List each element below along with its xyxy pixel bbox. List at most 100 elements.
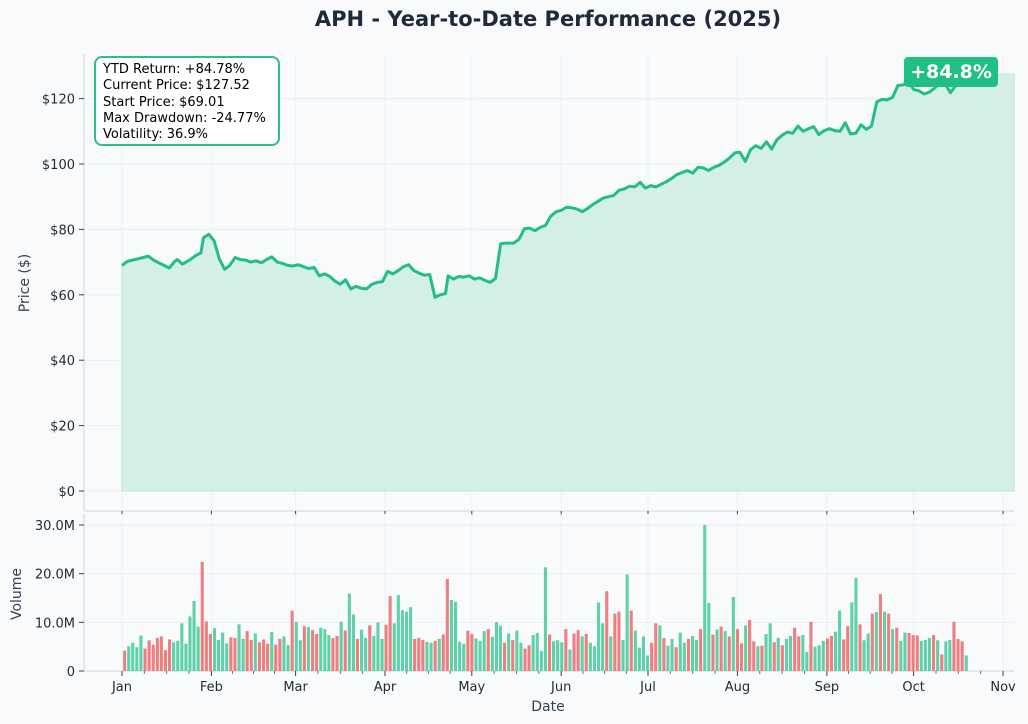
volume-bar xyxy=(829,636,833,671)
volume-bar xyxy=(731,597,735,671)
volume-bar xyxy=(245,631,249,671)
volume-bar xyxy=(662,637,666,671)
volume-bar xyxy=(641,636,645,671)
volume-y-tick-label: 10.0M xyxy=(35,616,75,631)
volume-bar xyxy=(127,646,131,671)
volume-bar xyxy=(707,602,711,671)
x-tick-label: Jun xyxy=(550,680,571,695)
volume-bar xyxy=(466,630,470,671)
volume-bar xyxy=(727,636,731,671)
volume-bar xyxy=(498,625,502,671)
volume-bar xyxy=(355,638,359,671)
volume-bar xyxy=(944,641,948,671)
stat-max-drawdown: Max Drawdown: -24.77% xyxy=(103,110,266,126)
volume-bar xyxy=(715,629,719,671)
volume-bar xyxy=(911,635,915,671)
volume-bar xyxy=(180,623,184,671)
volume-bar xyxy=(838,610,842,671)
volume-bar xyxy=(952,621,956,671)
x-tick-label: May xyxy=(458,680,485,695)
volume-bar xyxy=(568,649,572,671)
volume-bar xyxy=(519,642,523,671)
volume-bar xyxy=(311,630,315,671)
volume-bar xyxy=(515,630,519,671)
volume-bar xyxy=(821,640,825,671)
price-y-tick-label: $100 xyxy=(42,158,75,173)
volume-bar xyxy=(735,629,739,671)
price-y-tick-label: $0 xyxy=(58,485,75,500)
volume-y-tick-label: 0 xyxy=(67,665,75,680)
price-panel: $0 $20 $40 $60 $80 $100 $120 Price ($) xyxy=(17,54,1015,516)
volume-bar xyxy=(531,635,535,671)
volume-bar xyxy=(588,642,592,671)
volume-bar xyxy=(874,612,878,671)
volume-bar xyxy=(805,652,809,671)
volume-bar xyxy=(793,627,797,671)
volume-bar xyxy=(217,639,221,671)
volume-bar xyxy=(752,641,756,671)
volume-y-tick-label: 20.0M xyxy=(35,568,75,583)
volume-bar xyxy=(278,638,282,671)
volume-bar xyxy=(756,646,760,671)
x-tick-label: Aug xyxy=(725,680,750,695)
volume-bar xyxy=(601,623,605,671)
price-y-tick-label: $40 xyxy=(50,354,75,369)
volume-bar xyxy=(241,638,245,671)
volume-bar xyxy=(351,614,355,671)
volume-y-axis-label: Volume xyxy=(9,568,25,620)
volume-bar xyxy=(609,636,613,671)
volume-bar xyxy=(503,642,507,671)
chart-title: APH - Year-to-Date Performance (2025) xyxy=(315,7,781,31)
volume-bar xyxy=(413,638,417,671)
volume-bar xyxy=(437,638,441,671)
volume-bar xyxy=(548,634,552,671)
volume-bar xyxy=(139,635,143,671)
volume-bar xyxy=(703,525,707,671)
volume-bar xyxy=(262,639,266,671)
volume-bar xyxy=(833,631,837,671)
volume-bar xyxy=(253,633,257,671)
volume-bar xyxy=(691,636,695,671)
volume-bar xyxy=(552,641,556,671)
volume-bar xyxy=(846,626,850,671)
volume-bar xyxy=(764,634,768,671)
volume-bar xyxy=(405,611,409,671)
volume-bar xyxy=(462,643,466,671)
volume-bar xyxy=(760,645,764,671)
volume-bar xyxy=(294,621,298,671)
volume-bar xyxy=(576,630,580,671)
volume-bar xyxy=(825,638,829,671)
volume-y-tick-label: 30.0M xyxy=(35,519,75,534)
volume-bar xyxy=(147,640,151,671)
volume-bar xyxy=(327,635,331,671)
volume-bar xyxy=(650,642,654,671)
volume-bar xyxy=(674,647,678,671)
volume-bar xyxy=(454,601,458,671)
volume-bar xyxy=(907,633,911,671)
volume-bar xyxy=(270,632,274,671)
volume-bar xyxy=(670,638,674,671)
volume-bar xyxy=(719,626,723,671)
volume-bar xyxy=(449,599,453,671)
volume-bar xyxy=(936,640,940,671)
volume-bar xyxy=(200,562,204,671)
volume-bar xyxy=(923,639,927,671)
volume-bar xyxy=(629,610,633,671)
volume-bar xyxy=(347,593,351,671)
volume-bar xyxy=(421,639,425,671)
volume-bar xyxy=(695,639,699,671)
volume-bar xyxy=(854,578,858,671)
volume-bar xyxy=(388,596,392,671)
volume-bar xyxy=(895,627,899,671)
volume-bar xyxy=(740,643,744,671)
volume-bar xyxy=(797,636,801,671)
x-tick-label: Jan xyxy=(111,680,132,695)
volume-bar xyxy=(543,567,547,671)
volume-bar xyxy=(899,640,903,671)
volume-bar xyxy=(490,636,494,671)
volume-bar xyxy=(903,632,907,671)
volume-bar xyxy=(572,633,576,671)
volume-x-ticks: Jan Feb Mar Apr May Jun Jul Aug Sep Oct Nov xyxy=(111,671,1016,695)
volume-bar xyxy=(204,621,208,671)
volume-bar xyxy=(208,634,212,671)
